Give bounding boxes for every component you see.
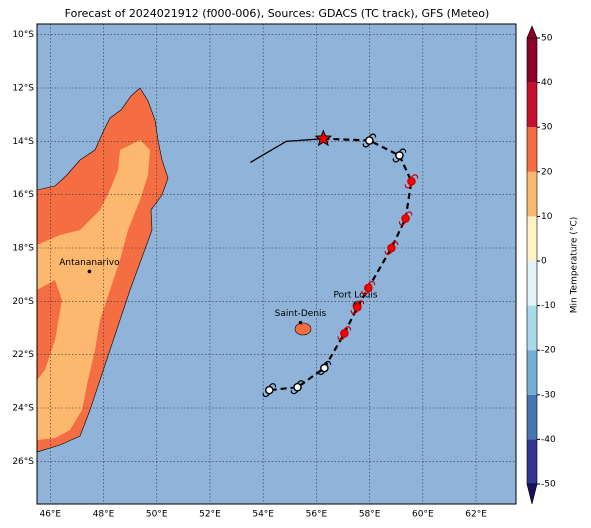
colorbar-band [527,439,537,484]
highland-patch [37,280,62,380]
cyclone-arm [350,300,365,315]
lon-tick-label: 50°E [146,510,168,520]
lat-tick-label: 14°S [12,137,34,147]
city-dot [87,269,92,274]
forecast-point [293,382,302,392]
lat-tick-label: 22°S [12,350,34,360]
lon-tick-label: 54°E [252,510,274,520]
colorbar-extend-bottom [526,483,538,505]
city-label: Saint-Denis [275,309,327,319]
forecast-point [395,151,404,160]
lon-tick-label: 46°E [39,510,61,520]
colorbar-tick-label: 50 [541,34,553,44]
lat-tick-label: 24°S [12,404,34,414]
colorbar-band [527,350,537,395]
forecast-point [364,283,373,293]
highland [37,140,150,440]
cyclone-arm [384,240,399,256]
colorbar-band [527,82,537,128]
lon-tick-label: 56°E [306,510,328,520]
cyclone-arm [317,360,332,376]
reunion [294,322,312,336]
lat-tick-label: 16°S [12,190,34,200]
colorbar-tick-label: -40 [541,435,556,445]
forecast-point [401,214,410,223]
colorbar-tick-label: -50 [541,480,556,490]
title: Forecast of 2024021912 (f000-006), Sourc… [65,7,490,20]
colorbar-tick-label: 30 [541,123,553,133]
past-track [250,138,324,163]
colorbar-band [527,38,537,83]
colorbar-tick-label: 10 [541,212,553,222]
forecast-point [340,329,349,338]
colorbar-tick-label: 0 [541,257,547,267]
cyclone-arm [361,280,376,296]
lon-tick-label: 48°E [93,510,115,520]
colorbar-tick-label: -20 [541,346,556,356]
cyclone-arm [362,133,377,148]
colorbar-tick-label: 40 [541,78,553,88]
forecast-point [387,243,396,253]
lon-tick-label: 60°E [412,510,434,520]
colorbar-tick-label: 20 [541,167,553,177]
forecast-point [407,177,416,186]
lat-tick-label: 20°S [12,297,34,307]
city-label: Port Louis [334,291,378,301]
lat-tick-label: 10°S [12,30,34,40]
lat-tick-label: 12°S [12,84,34,94]
cyclone-arm [337,326,352,341]
colorbar-band [527,216,537,261]
city-label: Antananarivo [59,258,120,268]
colorbar-extend-top [526,25,538,39]
map-frame [36,23,517,505]
cyclone-arm [262,383,277,398]
colorbar-band [527,261,537,306]
forecast-point [320,363,329,373]
lon-tick-label: 62°E [465,510,487,520]
colorbar-label: Min Temperature (°C) [570,217,580,314]
colorbar-tick-label: -30 [541,390,556,400]
colorbar-band [527,127,537,172]
lat-tick-label: 18°S [12,244,34,254]
lon-tick-label: 58°E [359,510,381,520]
current-position [314,129,333,147]
colorbar-band [527,171,537,217]
forecast-point [353,302,362,312]
colorbar-band [527,305,537,351]
city-dot [298,320,303,325]
lat-tick-label: 26°S [12,457,34,467]
cyclone-arm [404,174,419,189]
forecast-track [269,137,413,392]
colorbar-band [527,394,537,440]
forecast-point [265,385,274,395]
forecast-point [365,136,374,145]
cyclone-arm [398,211,413,226]
map-area: Antananarivo Saint-Denis Port Louis [37,24,516,504]
cyclone-arm [392,148,407,163]
cyclone-arm [290,380,305,395]
colorbar-tick-label: -10 [541,301,556,311]
lon-tick-label: 52°E [199,510,221,520]
